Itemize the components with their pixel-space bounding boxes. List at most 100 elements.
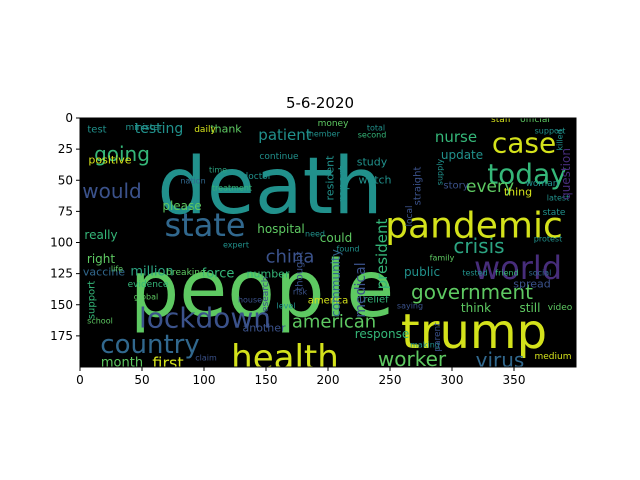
- word-country: country: [100, 330, 199, 360]
- word-think: think: [461, 301, 491, 315]
- word-question: question: [559, 148, 573, 200]
- word-layer: death people trump pandemic health state lockd…: [82, 115, 573, 378]
- word-supply: supply: [436, 159, 445, 186]
- word-american: american: [292, 312, 376, 333]
- x-tick-label: 300: [441, 373, 464, 387]
- word-relief: relief: [363, 295, 389, 306]
- y-tick-label: 50: [58, 173, 73, 187]
- word-testing: testing: [135, 121, 184, 137]
- word-first: first: [152, 354, 183, 373]
- word-still: still: [520, 301, 541, 315]
- word-second: second: [358, 131, 387, 140]
- word-social: social: [529, 269, 552, 278]
- word-spread: spread: [513, 278, 551, 291]
- word-treatment: treatment: [212, 184, 252, 193]
- x-tick-label: 0: [76, 373, 84, 387]
- word-worker: worker: [378, 347, 447, 371]
- word-state: state: [543, 208, 566, 218]
- word-every: every: [466, 177, 514, 197]
- word-risk: risk: [293, 288, 308, 297]
- word-right: right: [87, 252, 115, 266]
- y-tick-label: 175: [50, 329, 73, 343]
- x-tick-label: 50: [134, 373, 149, 387]
- word-house: house: [238, 296, 262, 305]
- word-force: force: [202, 267, 235, 282]
- y-tick-label: 100: [50, 236, 73, 250]
- word-parent: parent: [433, 322, 443, 352]
- word-going: going: [94, 142, 150, 166]
- word-life: life: [111, 265, 123, 274]
- word-research: research: [261, 277, 271, 316]
- word-could: could: [320, 231, 353, 245]
- word-today: today: [487, 158, 567, 191]
- word-patient: patient: [258, 126, 311, 144]
- word-update: update: [441, 148, 483, 162]
- word-report: report: [336, 165, 350, 202]
- y-tick-label: 25: [58, 142, 73, 156]
- word-resident: resident: [324, 155, 337, 201]
- word-support: support: [87, 281, 98, 319]
- word-positive: positive: [88, 154, 131, 167]
- word-evidence: evidence: [128, 280, 169, 290]
- word-friend: friend: [495, 269, 518, 278]
- word-daily: daily: [194, 125, 216, 135]
- word-saying: saying: [397, 302, 423, 311]
- word-found: found: [337, 245, 360, 254]
- y-tick-label: 125: [50, 267, 73, 281]
- x-tick-label: 200: [317, 373, 340, 387]
- word-health: health: [231, 338, 339, 378]
- word-trump: trump: [401, 304, 547, 360]
- word-continue: continue: [259, 152, 299, 162]
- word-virus: virus: [476, 348, 525, 372]
- x-tick-label: 150: [255, 373, 278, 387]
- word-watch: watch: [358, 174, 391, 187]
- word-test: test: [87, 125, 106, 136]
- word-money: money: [318, 119, 350, 129]
- word-would: would: [82, 179, 142, 203]
- word-tested: tested: [462, 269, 487, 278]
- word-vaccine: vaccine: [83, 266, 125, 279]
- word-death: death: [157, 142, 382, 232]
- word-government: government: [411, 280, 533, 304]
- word-crisis: crisis: [453, 234, 504, 258]
- word-nation: nation: [180, 177, 205, 186]
- y-tick-label: 75: [58, 204, 73, 218]
- word-community: community: [329, 249, 343, 317]
- word-another: another: [242, 322, 285, 335]
- word-support: support: [535, 127, 566, 136]
- word-woman: woman: [526, 179, 559, 189]
- word-pandemic: pandemic: [385, 206, 563, 247]
- word-staff: staff: [491, 115, 512, 125]
- plot-title: 5-6-2020: [285, 94, 355, 112]
- y-tick-label: 0: [65, 111, 73, 125]
- y-axis: 0 25 50 75 100 125 150 175: [50, 111, 80, 343]
- x-tick-label: 350: [503, 373, 526, 387]
- word-china: china: [266, 247, 315, 268]
- word-world: world: [474, 249, 562, 287]
- word-killed: killed: [556, 129, 565, 150]
- word-million: million: [130, 265, 173, 280]
- word-please: please: [162, 199, 201, 213]
- word-expert: expert: [223, 241, 249, 250]
- y-tick-label: 150: [50, 298, 73, 312]
- word-straight: straight: [413, 167, 424, 206]
- word-lockdown: lockdown: [139, 302, 271, 335]
- word-america: america: [308, 296, 349, 307]
- word-story: story: [443, 181, 468, 192]
- word-response: response: [355, 327, 410, 341]
- word-making: making: [410, 341, 440, 350]
- word-latest: latest: [547, 194, 570, 203]
- word-video: video: [548, 303, 573, 313]
- word-president: president: [373, 219, 391, 290]
- word-study: study: [357, 156, 388, 169]
- word-global: global: [134, 293, 158, 302]
- word-medium: medium: [535, 352, 572, 362]
- word-local: local: [405, 206, 415, 227]
- word-doctor: doctor: [243, 172, 272, 182]
- word-family: family: [430, 254, 455, 263]
- word-case: case: [492, 127, 556, 160]
- word-member: member: [306, 130, 341, 139]
- word-state: state: [164, 206, 245, 244]
- word-breaking: breaking: [166, 268, 205, 278]
- x-axis: 0 50 100 150 200 250 300 350: [76, 367, 525, 387]
